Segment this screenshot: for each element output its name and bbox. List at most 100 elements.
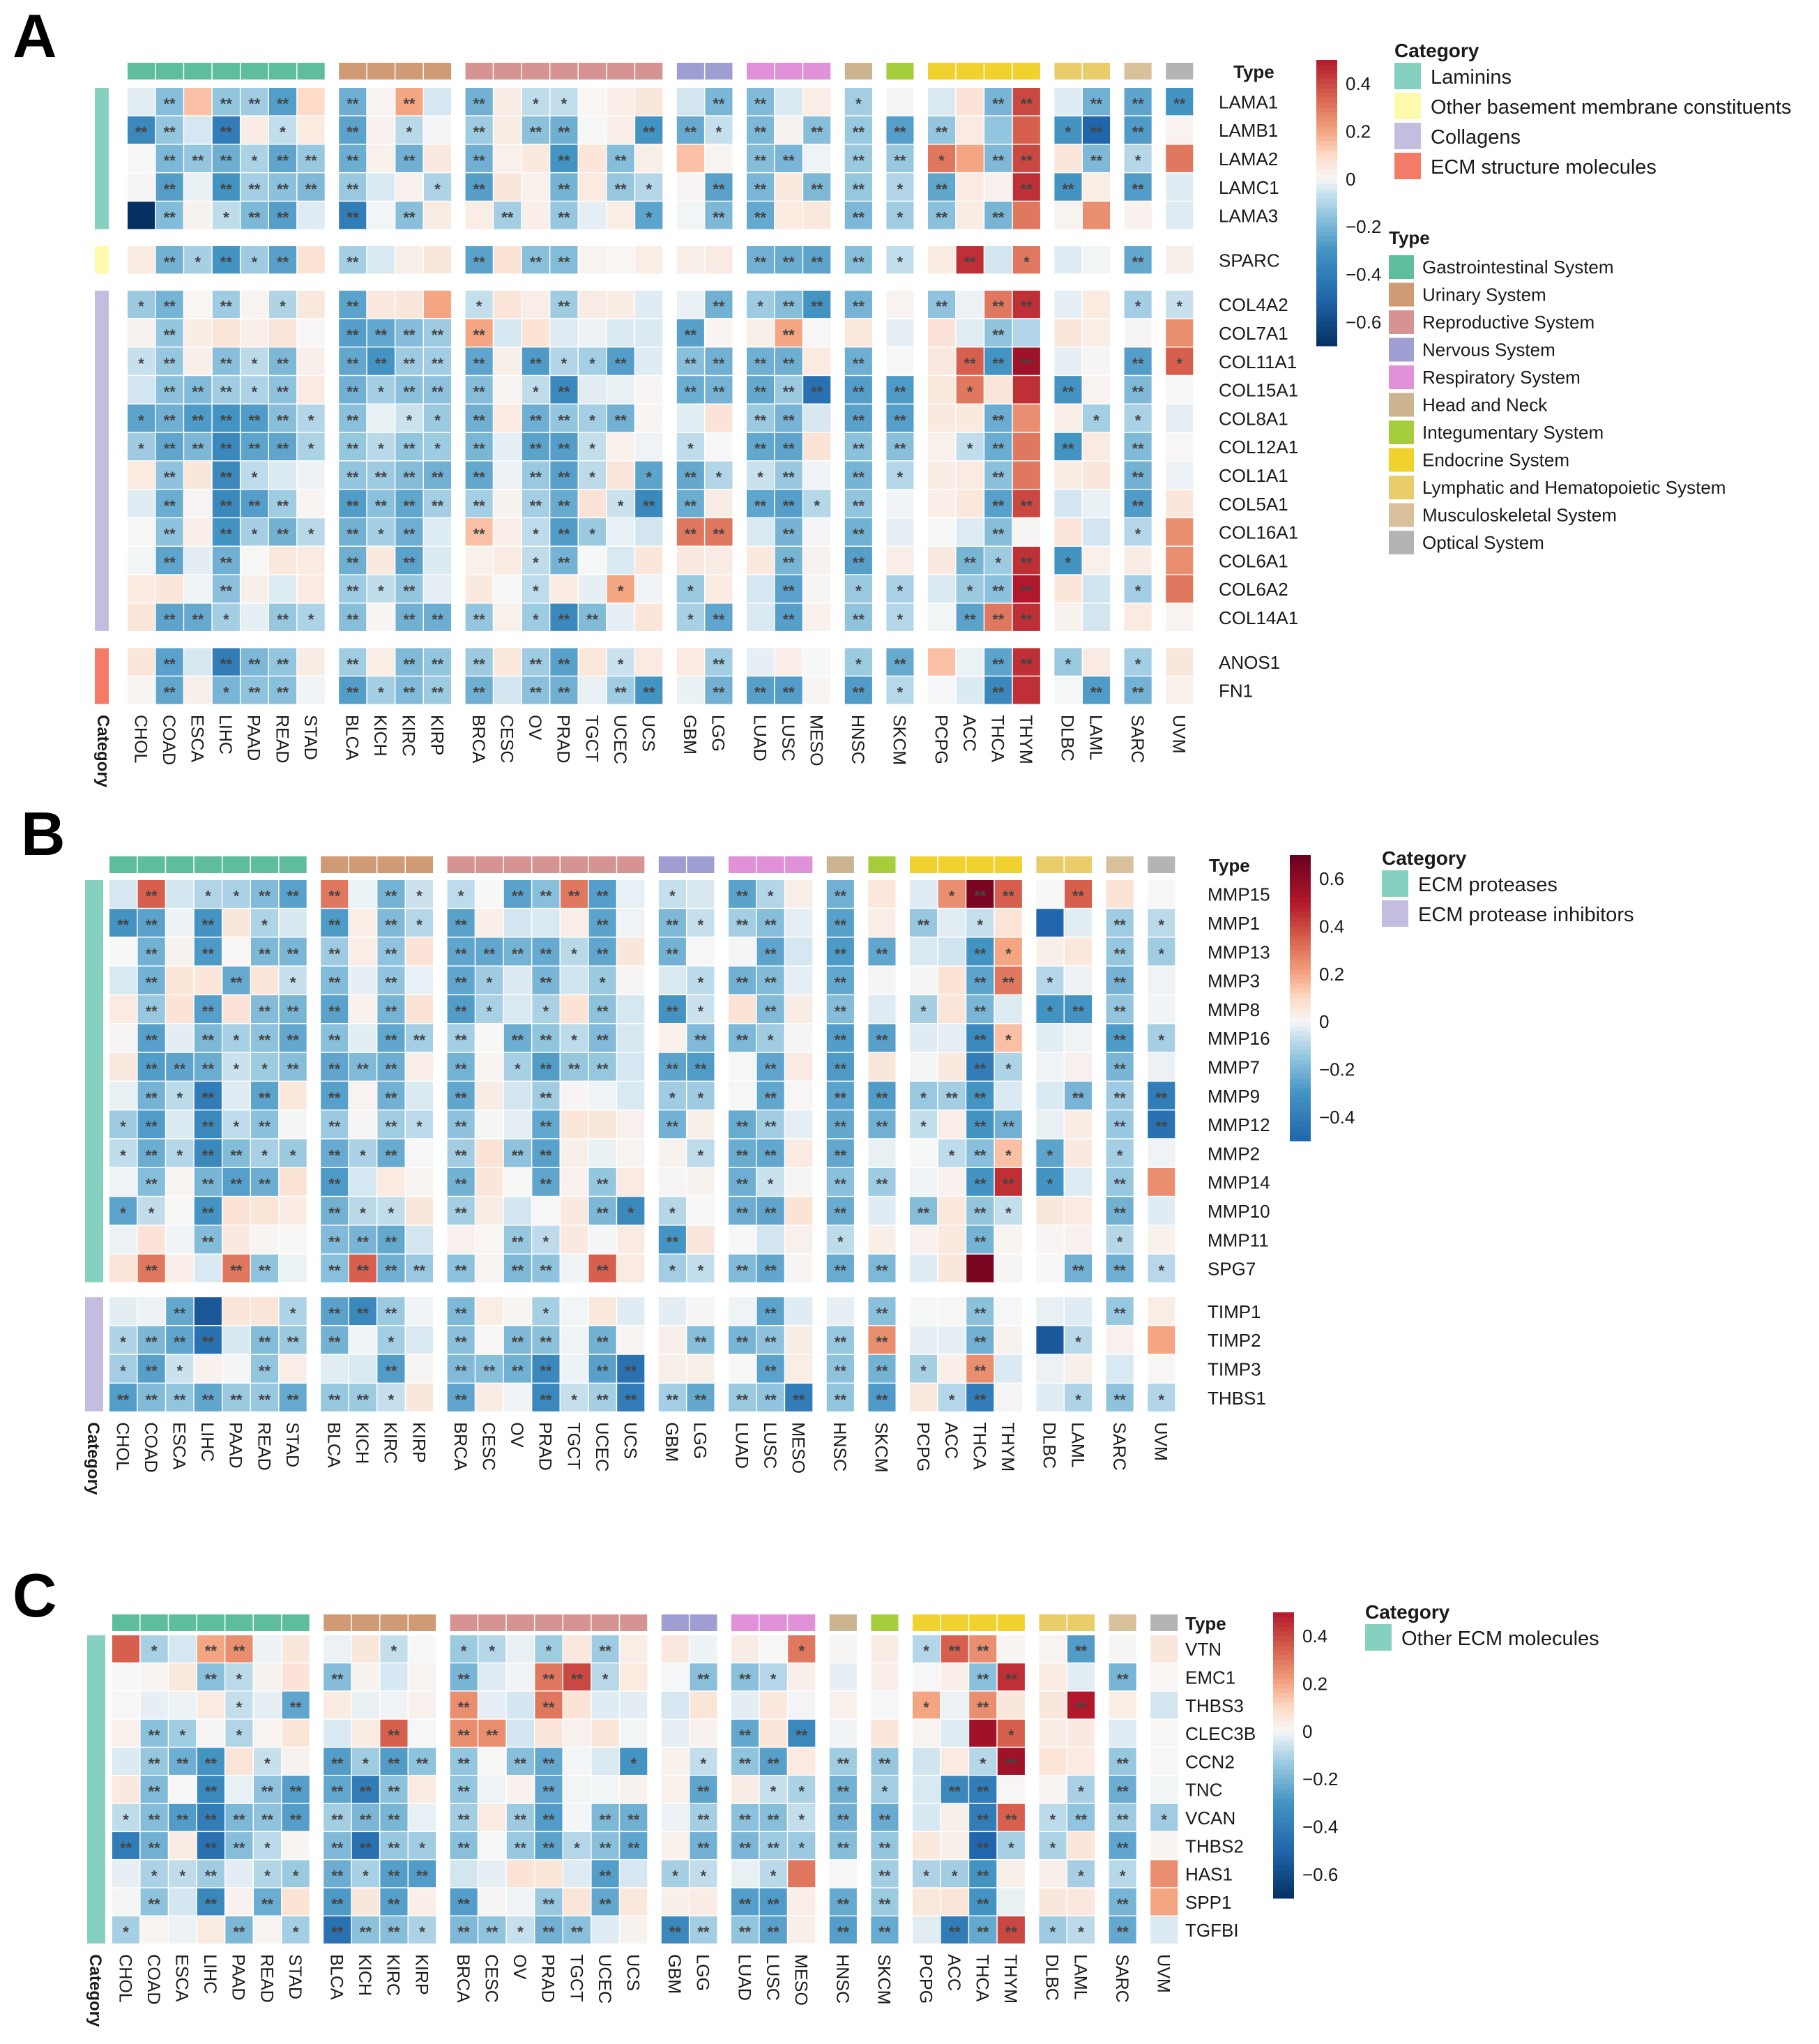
color-scale-segment: [1316, 326, 1337, 332]
cancer-label-skcm: SKCM: [872, 1422, 891, 1472]
significance-star: **: [876, 1118, 888, 1135]
heatmap-cell: [279, 1197, 307, 1225]
significance-star: **: [146, 1003, 158, 1020]
significance-star: **: [615, 152, 627, 169]
heatmap-cell: [241, 603, 268, 631]
heatmap-cell: [406, 1297, 434, 1325]
significance-star: **: [473, 152, 486, 169]
heatmap-cell: [395, 603, 423, 631]
type-bar-cell: [535, 1614, 563, 1631]
heatmap-cell: [367, 246, 395, 274]
heatmap-cell: [155, 319, 183, 347]
color-scale-segment: [1290, 1121, 1311, 1127]
cancer-label-thca: THCA: [973, 1954, 992, 2001]
type-bar-cell: [225, 1614, 253, 1631]
legend-label: Collagens: [1431, 126, 1521, 149]
significance-star: **: [473, 684, 486, 702]
significance-star: **: [597, 1391, 609, 1409]
heatmap-cell: [676, 575, 704, 603]
significance-star: **: [811, 181, 823, 198]
significance-star: **: [117, 1391, 130, 1409]
significance-star: *: [416, 888, 423, 905]
significance-star: **: [1114, 1176, 1127, 1193]
significance-star: **: [1003, 888, 1015, 905]
significance-star: *: [949, 1146, 955, 1164]
heatmap-cell: [1054, 347, 1082, 375]
heatmap-cell: [607, 518, 634, 546]
heatmap-cell: [377, 909, 405, 937]
heatmap-cell: [844, 461, 872, 489]
significance-star: **: [202, 1060, 215, 1077]
heatmap-cell: [212, 319, 240, 347]
heatmap-cell: [1083, 461, 1111, 489]
significance-star: **: [974, 1031, 987, 1049]
color-scale-segment: [1290, 978, 1311, 984]
heatmap-cell: [1166, 290, 1194, 319]
heatmap-cell: [607, 575, 634, 603]
significance-star: *: [223, 209, 229, 227]
color-scale-segment: [1273, 1888, 1294, 1894]
heatmap-cell: [128, 246, 155, 274]
color-scale-segment: [1316, 131, 1337, 137]
heatmap-cell: [844, 603, 872, 631]
significance-star: **: [347, 656, 359, 673]
heatmap-cell: [729, 1225, 756, 1254]
significance-star: **: [1114, 1391, 1127, 1409]
color-scale-segment: [1316, 183, 1337, 189]
cancer-label-ov: OV: [507, 1422, 526, 1447]
heatmap-cell: [910, 1168, 938, 1196]
significance-star: **: [328, 1262, 341, 1280]
significance-star: *: [1005, 1146, 1012, 1164]
heatmap-cell: [1166, 603, 1194, 631]
heatmap-cell: [494, 376, 522, 404]
significance-star: **: [277, 355, 289, 372]
heatmap-cell: [785, 1139, 813, 1167]
heatmap-cell: [886, 575, 914, 603]
type-bar-cell: [395, 63, 423, 80]
heatmap-cell: [938, 1225, 966, 1254]
heatmap-cell: [956, 116, 984, 144]
heatmap-cell: [994, 1354, 1022, 1383]
significance-star: **: [259, 1362, 271, 1379]
heatmap-cell: [137, 1024, 165, 1052]
heatmap-cell: [194, 1297, 222, 1325]
significance-star: **: [1021, 355, 1033, 372]
heatmap-cell: [1065, 995, 1093, 1023]
significance-star: **: [835, 1176, 847, 1193]
significance-star: **: [259, 945, 271, 962]
scale-tick-label: −0.4: [1346, 264, 1381, 285]
heatmap-cell: [367, 648, 395, 676]
significance-star: **: [473, 526, 486, 543]
significance-star: **: [347, 582, 359, 600]
heatmap-cell: [550, 404, 578, 432]
significance-star: *: [378, 684, 384, 702]
heatmap-cell: [676, 404, 704, 432]
significance-star: **: [205, 1895, 218, 1913]
heatmap-cell: [941, 1748, 968, 1775]
heatmap-cell: [941, 1719, 968, 1747]
heatmap-cell: [1012, 603, 1040, 631]
heatmap-cell: [367, 461, 395, 489]
heatmap-cell: [886, 676, 914, 704]
heatmap-cell: [1124, 290, 1152, 319]
heatmap-cell: [785, 1082, 813, 1110]
heatmap-cell: [561, 1168, 588, 1196]
cancer-label-pcpg: PCPG: [915, 1954, 935, 2004]
significance-star: *: [434, 411, 441, 429]
heatmap-cell: [690, 1888, 717, 1916]
significance-star: *: [855, 582, 862, 600]
significance-star: *: [1050, 1923, 1056, 1941]
heatmap-cell: [297, 676, 325, 704]
heatmap-cell: [1067, 1719, 1095, 1747]
significance-star: **: [685, 355, 697, 372]
heatmap-cell: [1124, 575, 1152, 603]
significance-star: *: [120, 1204, 126, 1222]
significance-star: **: [835, 1031, 847, 1049]
heatmap-cell: [112, 1776, 140, 1803]
heatmap-cell: [997, 1860, 1025, 1888]
heatmap-cell: [1067, 1663, 1095, 1691]
heatmap-cell: [561, 1326, 588, 1354]
color-scale-segment: [1273, 1812, 1294, 1818]
significance-star: *: [293, 1868, 299, 1885]
type-bar-cell: [871, 1614, 899, 1631]
